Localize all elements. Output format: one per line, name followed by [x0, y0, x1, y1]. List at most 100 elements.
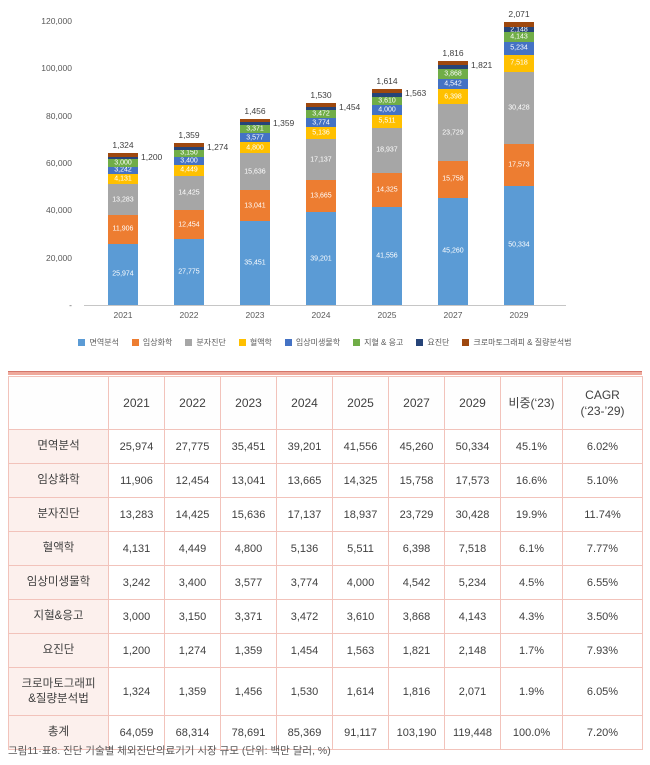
table-cell: 41,556	[332, 429, 389, 464]
table-cell: 3,150	[164, 599, 221, 634]
bar-segment: 14,425	[174, 175, 204, 210]
data-table: 2021 2022 2023 2024 2025 2027 2029 비중(‘23) CAGR …	[8, 376, 643, 750]
legend-label: 혈액학	[249, 338, 272, 347]
bar-segment	[504, 22, 534, 28]
table-cell: 50,334	[444, 429, 501, 464]
row-label: 임상화학	[8, 463, 109, 498]
legend-swatch-icon	[416, 339, 424, 346]
table-cell: 23,729	[388, 497, 445, 532]
table-cell: 6.05%	[562, 667, 643, 716]
bar-segment: 3,774	[306, 118, 336, 128]
x-axis-label: 2021	[113, 310, 133, 320]
table-caption: 그림11·표8. 진단 기술별 체외진단의료기기 시장 규모 (단위: 백만 달…	[8, 745, 331, 757]
segment-value-label: 11,906	[112, 225, 134, 233]
legend-swatch-icon	[462, 339, 470, 346]
stacked-bar: 39,201 13,665 17,137 5,136 3,774 3,472	[306, 103, 336, 305]
segment-value-label: 3,242	[114, 166, 132, 174]
segment-outside-label-top: 1,530	[310, 89, 332, 100]
table-cell: 6.55%	[562, 565, 643, 600]
bar-segment: 39,201	[306, 212, 336, 305]
table-cell: 11,906	[108, 463, 165, 498]
bar-segment: 3,000	[108, 159, 138, 167]
segment-outside-label-side: 1,200	[141, 152, 163, 163]
bar-segment: 3,868	[438, 69, 468, 79]
table-cell: 4,449	[164, 531, 221, 566]
legend-item: 요진단	[416, 337, 449, 348]
table-header-cell-empty	[8, 376, 109, 430]
bar-segment: 27,775	[174, 239, 204, 305]
table-cell: 1.7%	[500, 633, 563, 668]
bar-segment	[306, 103, 336, 107]
segment-value-label: 3,472	[312, 110, 330, 118]
table-cell: 3,577	[220, 565, 277, 600]
bar-group-2029: 50,334 17,573 30,428 7,518 5,234 4,143 2,148 2,…	[486, 9, 552, 305]
bar-segment: 50,334	[504, 185, 534, 305]
bar-segment: 12,454	[174, 209, 204, 240]
table-cell: 4,542	[388, 565, 445, 600]
table-cell: 3,371	[220, 599, 277, 634]
segment-value-label: 13,283	[112, 196, 134, 204]
table-row: 크로마토그래피 &질량분석법 1,324 1,359 1,456 1,530 1,614 1…	[8, 667, 643, 716]
bar-group-2024: 39,201 13,665 17,137 5,136 3,774 3,472 1,530 1,…	[288, 21, 360, 305]
segment-value-label: 3,000	[114, 159, 132, 167]
segment-value-label: 25,974	[112, 270, 134, 278]
data-table-container: 2021 2022 2023 2024 2025 2027 2029 비중(‘23) CAGR …	[8, 371, 643, 750]
bar-segment: 23,729	[438, 104, 468, 161]
table-cell: 4,800	[220, 531, 277, 566]
segment-value-label: 3,868	[444, 70, 462, 78]
legend-label: 면역분석	[89, 338, 119, 347]
table-cell: 17,573	[444, 463, 501, 498]
x-axis-label: 2024	[311, 310, 331, 320]
table-cell: 13,283	[108, 497, 165, 532]
table-cell: 1.9%	[500, 667, 563, 716]
table-cell: 103,190	[388, 715, 445, 750]
segment-value-label: 5,511	[378, 117, 396, 125]
bar-segment	[240, 118, 270, 123]
segment-outside-label-side: 1,563	[405, 88, 427, 99]
table-header-cell: 2023	[220, 376, 277, 430]
table-header-cell: 2025	[332, 376, 389, 430]
segment-outside-label-top: 1,324	[112, 140, 134, 151]
row-label: 임상미생물학	[8, 565, 109, 600]
table-cell: 3,774	[276, 565, 333, 600]
table-cell: 18,937	[332, 497, 389, 532]
table-cell: 1,456	[220, 667, 277, 716]
table-cell: 2,148	[444, 633, 501, 668]
table-header-cell: 2022	[164, 376, 221, 430]
segment-value-label: 15,758	[442, 175, 464, 183]
table-cell: 1,359	[164, 667, 221, 716]
table-cell: 85,369	[276, 715, 333, 750]
row-label: 크로마토그래피 &질량분석법	[8, 667, 109, 716]
table-cell: 14,425	[164, 497, 221, 532]
bar-segment: 4,449	[174, 165, 204, 176]
bar-segment: 17,573	[504, 144, 534, 186]
table-cell: 12,454	[164, 463, 221, 498]
segment-value-label: 4,542	[444, 80, 462, 88]
table-cell: 7.20%	[562, 715, 643, 750]
segment-value-label: 50,334	[508, 241, 530, 249]
segment-value-label: 4,131	[114, 175, 132, 183]
bar-segment	[108, 156, 138, 160]
bar-segment: 25,974	[108, 243, 138, 305]
y-tick-label: 80,000	[46, 110, 72, 121]
row-label: 혈액학	[8, 531, 109, 566]
stacked-bar: 50,334 17,573 30,428 7,518 5,234 4,143 2,148	[504, 22, 534, 305]
bar-group-2023: 35,451 13,041 15,636 4,800 3,577 3,371 1,456 1,…	[222, 21, 294, 305]
segment-value-label: 14,325	[376, 186, 398, 194]
bar-segment: 35,451	[240, 221, 270, 305]
table-cell: 5,511	[332, 531, 389, 566]
y-tick-label: 120,000	[41, 16, 72, 26]
table-cell: 3.50%	[562, 599, 643, 634]
legend-swatch-icon	[185, 339, 193, 346]
bar-segment: 5,511	[372, 114, 402, 128]
table-cell: 3,400	[164, 565, 221, 600]
bar-segment: 4,542	[438, 78, 468, 90]
legend-label: 임상화학	[142, 338, 173, 347]
segment-value-label: 4,800	[246, 144, 264, 152]
stacked-bar-chart: 120,000 100,000 80,000 60,000 40,000 20,000- …	[0, 0, 650, 365]
row-label: 면역분석	[8, 429, 109, 464]
bar-segment: 30,428	[504, 72, 534, 145]
table-cell: 3,610	[332, 599, 389, 634]
table-header-cell: 2024	[276, 376, 333, 430]
